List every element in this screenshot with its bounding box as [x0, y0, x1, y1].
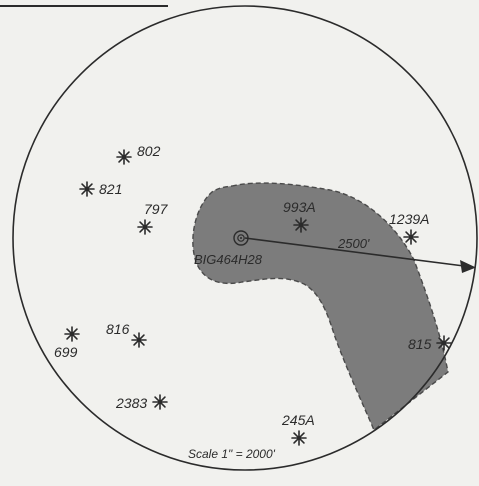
- well-993A: 993A: [283, 199, 316, 233]
- star-well-icon: [64, 326, 80, 342]
- well-797: 797: [137, 201, 169, 235]
- scale-label: Scale 1" = 2000': [188, 447, 276, 461]
- star-well-icon: [79, 181, 95, 197]
- well-2383: 2383: [115, 394, 168, 411]
- bullseye-well-icon: [233, 230, 249, 246]
- star-well-icon: [403, 229, 419, 245]
- well-label-245A: 245A: [281, 412, 315, 428]
- well-label-993A: 993A: [283, 199, 316, 215]
- well-label-699: 699: [54, 344, 78, 360]
- well-label-1239A: 1239A: [389, 211, 429, 227]
- well-816: 816: [106, 321, 147, 348]
- radius-arrow: [244, 237, 476, 273]
- radius-label: 2500': [337, 236, 370, 251]
- radius-circle: [12, 5, 478, 471]
- well-label-816: 816: [106, 321, 130, 337]
- star-well-icon: [291, 430, 307, 446]
- well-label-2383: 2383: [115, 395, 147, 411]
- well-699: 699: [54, 326, 80, 360]
- shaded-area: [192, 182, 449, 432]
- well-label-815: 815: [408, 336, 432, 352]
- well-label-797: 797: [144, 201, 169, 217]
- well-802: 802: [116, 143, 161, 165]
- well-label-821: 821: [99, 181, 122, 197]
- star-well-icon: [152, 394, 168, 410]
- well-245A: 245A: [281, 412, 315, 446]
- star-well-icon: [131, 332, 147, 348]
- well-821: 821: [79, 181, 122, 197]
- well-815: 815: [408, 335, 452, 352]
- well-1239A: 1239A: [389, 211, 429, 245]
- center-well-label: BIG464H28: [194, 252, 263, 267]
- star-well-icon: [436, 335, 452, 351]
- star-well-icon: [116, 149, 132, 165]
- star-well-icon: [293, 217, 309, 233]
- well-label-802: 802: [137, 143, 161, 159]
- wells-layer: 802 821 797 993A 1239A 699: [54, 143, 452, 446]
- star-well-icon: [137, 219, 153, 235]
